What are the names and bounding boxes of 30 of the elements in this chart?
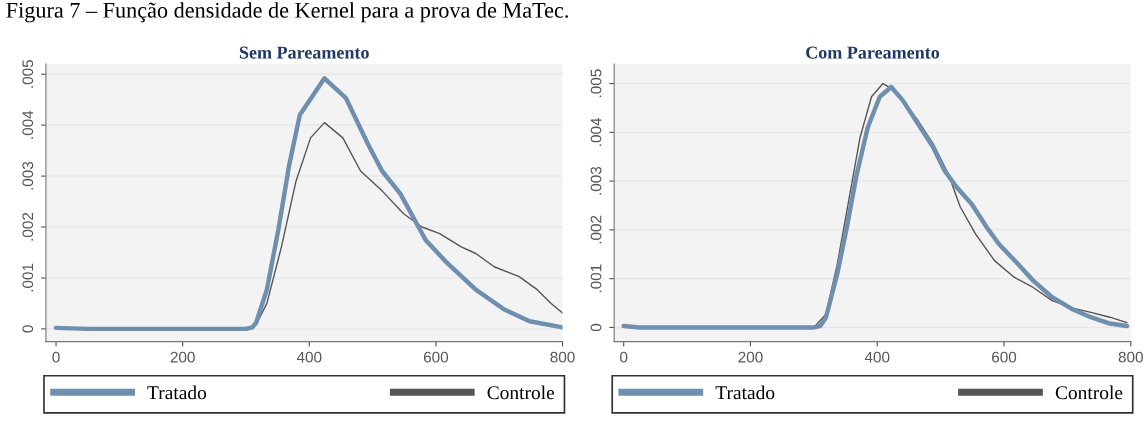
y-tick-label: .005	[22, 60, 34, 88]
chart-title: Sem Pareamento	[239, 46, 369, 59]
x-tick-label: 200	[170, 351, 195, 363]
y-tick-label: .001	[590, 264, 602, 293]
y-tick-label: .004	[22, 110, 34, 139]
legend-label: Controle	[1055, 385, 1123, 400]
x-tick-label: 0	[52, 351, 60, 363]
x-tick-label: 600	[992, 351, 1017, 363]
x-tick-label: 600	[423, 351, 449, 363]
legend-label: Controle	[487, 385, 555, 400]
x-tick-label: 800	[1118, 351, 1143, 363]
chart-title: Com Pareamento	[806, 46, 940, 59]
x-tick-label: 0	[620, 351, 628, 363]
text: Figura 7 – Função densidade de Kernel para a prova de MaTec.	[6, 2, 568, 23]
line-series	[53, 76, 563, 332]
y-tick-label: .002	[22, 212, 34, 241]
y-tick-label: .004	[590, 117, 602, 146]
y-tick-label: .003	[590, 166, 602, 195]
x-tick-label: 400	[296, 351, 322, 363]
x-tick-label: 200	[738, 351, 763, 363]
y-tick-label: .003	[22, 161, 34, 190]
y-tick-label: .001	[22, 263, 34, 292]
y-tick-label: .002	[590, 215, 602, 244]
legend-label: Tratado	[715, 385, 775, 400]
x-tick-label: 400	[864, 351, 890, 363]
y-tick-label: 0	[590, 323, 602, 332]
y-tick-label: .005	[590, 69, 602, 98]
x-tick-label: 800	[550, 351, 575, 363]
y-tick-label: 0	[22, 325, 34, 333]
legend-label: Tratado	[147, 385, 207, 400]
